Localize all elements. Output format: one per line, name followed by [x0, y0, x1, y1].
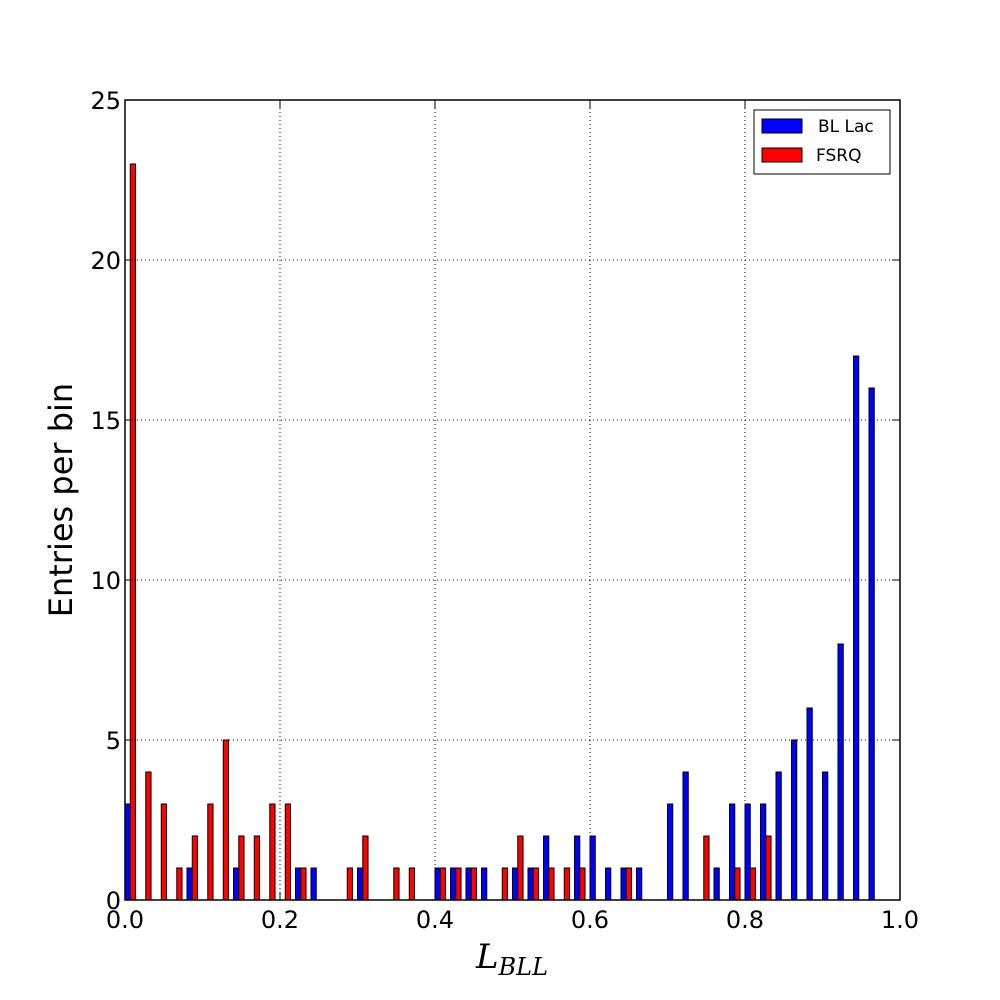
legend-label-bl-lac: BL Lac [818, 117, 874, 137]
bar-fsrq [176, 867, 183, 901]
ticks: 0.0 0.2 0.4 0.6 0.8 1.0 0 5 10 15 20 25 [90, 87, 919, 934]
bar-bl-lac [605, 867, 612, 901]
bar-bl-lac [744, 803, 751, 901]
bar-fsrq [765, 835, 772, 901]
y-tick-label: 15 [90, 407, 121, 435]
bar-fsrq [300, 867, 307, 901]
y-tick-label: 0 [106, 887, 121, 915]
y-tick-label: 20 [90, 247, 121, 275]
bar-fsrq [191, 835, 199, 901]
bar-bl-lac [729, 803, 736, 901]
legend-label-fsrq: FSRQ [816, 146, 861, 166]
bar-fsrq [253, 835, 261, 901]
bar-bl-lac [760, 803, 767, 901]
bar-bl-lac [574, 835, 581, 901]
bar-bl-lac [233, 867, 240, 901]
bar-bl-lac [186, 867, 193, 901]
bar-fsrq [160, 803, 168, 901]
bar-fsrq [749, 867, 757, 901]
bar-fsrq [532, 867, 540, 901]
bar-bl-lac [837, 643, 844, 901]
bar-fsrq [501, 867, 509, 901]
bar-fsrq [346, 867, 354, 901]
bar-fsrq [625, 867, 633, 901]
bar-bl-lac [775, 771, 782, 901]
x-tick-label: 0.4 [416, 906, 454, 934]
bar-fsrq [362, 835, 369, 901]
bar-bl-lac [791, 739, 798, 901]
x-tick-label: 0.6 [571, 906, 609, 934]
bar-fsrq [703, 835, 710, 901]
bar-bl-lac [682, 771, 689, 901]
x-tick-label: 0.8 [726, 906, 764, 934]
bar-bl-lac [667, 803, 674, 901]
bar-bl-lac [806, 707, 813, 901]
bar-bl-lac [450, 867, 457, 901]
bar-bl-lac [481, 867, 488, 901]
y-axis-title: Entries per bin [42, 383, 80, 617]
bar-fsrq [470, 867, 478, 901]
bar-bl-lac [713, 867, 720, 901]
bar-bl-lac [853, 355, 860, 901]
x-tick-label: 0.2 [261, 906, 299, 934]
bar-bl-lac [543, 835, 550, 901]
bar-fsrq [548, 867, 555, 901]
x-axis-title-main: L [475, 937, 499, 977]
bar-fsrq [145, 771, 152, 901]
grid [125, 100, 900, 900]
y-tick-label: 25 [90, 87, 121, 115]
bar-bl-lac [822, 771, 829, 901]
bars [124, 163, 875, 901]
legend-swatch-fsrq [761, 147, 803, 163]
bar-fsrq [238, 835, 245, 901]
y-tick-label: 5 [106, 727, 121, 755]
y-tick-label: 10 [90, 567, 121, 595]
bar-bl-lac [620, 867, 627, 901]
bar-fsrq [284, 803, 292, 901]
bar-bl-lac [310, 867, 317, 901]
bar-bl-lac [434, 867, 441, 901]
bar-fsrq [517, 835, 524, 901]
plot-frame [124, 99, 901, 901]
bar-fsrq [269, 803, 276, 901]
bar-bl-lac [636, 867, 643, 901]
bar-bl-lac [465, 867, 472, 901]
x-axis-title-sub: BLL [498, 953, 549, 981]
bar-bl-lac [295, 867, 302, 901]
bar-fsrq [563, 867, 571, 901]
bar-fsrq [734, 867, 741, 901]
bar-bl-lac [357, 867, 364, 901]
bar-bl-lac [512, 867, 519, 901]
x-axis-title: LBLL [475, 937, 548, 981]
bar-fsrq [207, 803, 214, 901]
bar-fsrq [129, 163, 137, 901]
bar-bl-lac [589, 835, 596, 901]
bar-bl-lac [527, 867, 534, 901]
bar-bl-lac [124, 803, 131, 901]
bar-fsrq [579, 867, 586, 901]
bar-bl-lac [868, 387, 875, 901]
x-tick-label: 0.0 [106, 906, 144, 934]
x-tick-label: 1.0 [881, 906, 919, 934]
bar-fsrq [455, 867, 462, 901]
bar-fsrq [222, 739, 230, 901]
legend-swatch-bl-lac [761, 118, 803, 134]
bar-fsrq [408, 867, 416, 901]
legend: BL Lac FSRQ [753, 109, 891, 175]
bar-fsrq [439, 867, 447, 901]
bar-fsrq [393, 867, 400, 901]
